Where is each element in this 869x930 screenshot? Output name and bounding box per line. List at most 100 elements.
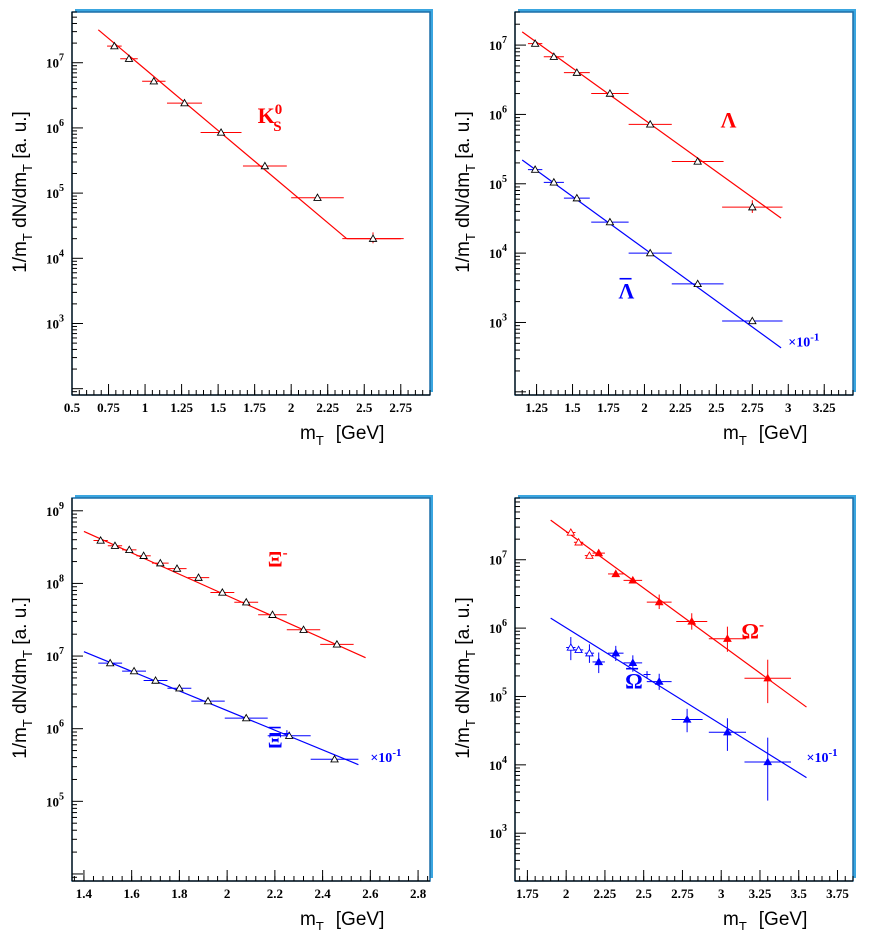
data-point xyxy=(763,757,773,766)
x-tick-label: 2.75 xyxy=(389,400,412,415)
data-point xyxy=(566,643,576,651)
data-point xyxy=(139,551,148,559)
data-point xyxy=(723,634,732,642)
data-point xyxy=(368,234,378,242)
y-tick-label: 104 xyxy=(489,243,507,261)
x-tick-label: 2.25 xyxy=(669,400,692,415)
x-axis-title: mT [GeV] xyxy=(300,909,384,930)
data-point xyxy=(654,677,664,685)
y-tick-label: 104 xyxy=(46,248,64,266)
data-point xyxy=(723,727,732,736)
series-label: Λ xyxy=(721,107,737,132)
x-tick-label: 2.5 xyxy=(636,886,653,901)
x-tick-label: 3.5 xyxy=(791,886,808,901)
plot-area xyxy=(71,11,431,396)
data-point xyxy=(110,41,119,50)
scale-factor: ×10-1 xyxy=(788,332,819,351)
x-tick-label: 1.25 xyxy=(525,400,548,415)
plot-area xyxy=(71,497,431,882)
fit-line xyxy=(550,519,807,708)
y-tick-label: 105 xyxy=(46,791,64,809)
series-label: Ξ- xyxy=(268,546,288,572)
x-tick-label: 2.2 xyxy=(267,886,283,901)
series-0: Λ xyxy=(521,31,783,219)
scale-factor: ×10-1 xyxy=(806,747,837,766)
data-point xyxy=(124,54,134,62)
data-point xyxy=(530,165,540,173)
data-point xyxy=(605,217,615,226)
data-point xyxy=(693,279,703,288)
x-tick-label: 1.25 xyxy=(170,400,193,415)
y-tick-label: 106 xyxy=(46,118,64,136)
plot-area xyxy=(514,11,854,396)
y-axis-title: 1/mT dN/dmT [a. u.] xyxy=(10,111,35,273)
series-0: Ξ- xyxy=(83,530,366,659)
series-1: Ξ+ ×10-1 xyxy=(83,651,401,766)
data-point xyxy=(763,673,773,682)
data-point xyxy=(149,76,159,85)
data-point xyxy=(574,537,583,546)
series-1: Λ ×10-1 xyxy=(521,159,819,351)
y-tick-label: 105 xyxy=(46,183,64,201)
y-tick-label: 106 xyxy=(489,618,507,636)
y-tick-label: 105 xyxy=(489,174,507,192)
data-point xyxy=(645,248,655,257)
panel-xi: 1.4 1.6 1.8 2 2.2 2.4 2.6 2.8 105 106 107 108 109 mT[… xyxy=(10,495,433,930)
data-point xyxy=(330,754,339,763)
panel-lambda: 1.25 1.5 1.75 2 2.25 2.5 2.75 3 3.25 103 104 105 106… xyxy=(453,9,856,448)
x-tick-label: 2.25 xyxy=(594,886,617,901)
data-point xyxy=(194,573,203,581)
x-tick-label: 0.75 xyxy=(97,400,120,415)
data-point xyxy=(203,696,213,705)
x-tick-label: 2.5 xyxy=(356,400,373,415)
fit-line xyxy=(550,617,807,779)
data-point xyxy=(241,713,251,722)
x-tick-label: 0.5 xyxy=(64,400,81,415)
data-point xyxy=(299,625,308,633)
x-tick-label: 2 xyxy=(288,400,295,415)
x-tick-label: 1.75 xyxy=(597,400,620,415)
data-point xyxy=(645,119,655,128)
data-point xyxy=(313,193,322,201)
data-point xyxy=(260,161,270,170)
data-point xyxy=(747,202,757,211)
data-point xyxy=(611,569,621,578)
x-axis-title: mT [GeV] xyxy=(723,423,807,448)
series-1: Ω+ ×10-1 xyxy=(550,617,838,801)
x-tick-label: 2.8 xyxy=(410,886,427,901)
y-axis-title: 1/mT dN/dmT [a. u.] xyxy=(453,597,478,759)
x-tick-label: 1.5 xyxy=(564,400,581,415)
y-tick-label: 107 xyxy=(489,35,507,53)
data-point xyxy=(155,558,165,567)
data-point xyxy=(96,535,106,544)
x-tick-label: 1.8 xyxy=(171,886,188,901)
data-point xyxy=(566,528,576,536)
scale-factor: ×10-1 xyxy=(370,747,401,766)
data-point xyxy=(175,683,184,692)
y-tick-label: 107 xyxy=(46,646,64,664)
x-tick-label: 1 xyxy=(142,400,149,415)
data-point xyxy=(654,597,664,606)
plot-area xyxy=(514,497,854,882)
x-tick-label: 1.6 xyxy=(124,886,141,901)
data-point xyxy=(216,128,226,136)
series-label: K0 S xyxy=(258,102,283,135)
x-tick-label: 2.75 xyxy=(741,400,764,415)
data-point xyxy=(110,541,120,549)
x-tick-label: 1.5 xyxy=(210,400,227,415)
data-point xyxy=(572,68,582,76)
y-tick-label: 104 xyxy=(489,755,507,773)
y-tick-label: 103 xyxy=(46,313,64,331)
data-point xyxy=(747,316,757,325)
y-tick-label: 108 xyxy=(46,573,64,591)
data-point xyxy=(129,666,139,675)
fit-line xyxy=(83,651,359,766)
data-point xyxy=(574,645,583,654)
data-point xyxy=(217,587,227,596)
x-tick-label: 1.75 xyxy=(516,886,539,901)
x-tick-label: 2.75 xyxy=(671,886,694,901)
x-tick-label: 2.25 xyxy=(316,400,339,415)
data-point xyxy=(594,657,604,666)
x-tick-label: 2.4 xyxy=(314,886,331,901)
x-tick-label: 3 xyxy=(785,400,792,415)
